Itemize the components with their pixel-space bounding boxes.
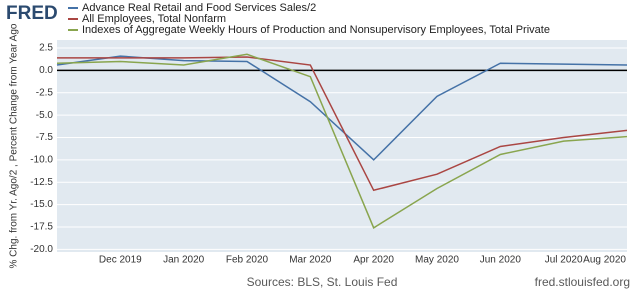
y-axis-label: % Chg. from Yr. Ago/2 , Percent Change f…: [9, 23, 20, 268]
legend-label: Advance Real Retail and Food Services Sa…: [82, 2, 316, 14]
y-tick-label: 0.0: [39, 65, 53, 76]
y-tick-label: -2.5: [36, 87, 54, 98]
x-tick-label: Mar 2020: [289, 255, 332, 266]
logo: FRED: [6, 3, 58, 24]
x-tick-label: Jan 2020: [163, 255, 205, 266]
y-tick-label: -12.5: [30, 177, 53, 188]
series-line: [56, 53, 628, 229]
y-tick-label: -5.0: [36, 110, 54, 121]
y-tick-label: -10.0: [30, 155, 53, 166]
legend-label: All Employees, Total Nonfarm: [82, 13, 226, 25]
x-tick-label: Apr 2020: [353, 255, 394, 266]
y-tick-label: -20.0: [30, 244, 53, 255]
x-tick-label: Jul 2020: [545, 255, 583, 266]
y-tick-label: -17.5: [30, 222, 53, 233]
y-tick-label: 2.5: [39, 43, 53, 54]
website: fred.stlouisfed.org: [535, 275, 630, 289]
x-tick-label: Feb 2020: [226, 255, 269, 266]
source: Sources: BLS, St. Louis Fed: [247, 275, 398, 289]
x-tick-label: Aug 2020: [583, 255, 626, 266]
x-tick-label: Jun 2020: [480, 255, 522, 266]
y-tick-label: -15.0: [30, 199, 53, 210]
x-tick-label: May 2020: [415, 255, 459, 266]
plot-area: [57, 40, 627, 252]
series-line: [57, 56, 628, 192]
x-tick-label: Dec 2019: [99, 255, 142, 266]
y-tick-label: -7.5: [36, 132, 54, 143]
legend-label: Indexes of Aggregate Weekly Hours of Pro…: [82, 24, 550, 36]
